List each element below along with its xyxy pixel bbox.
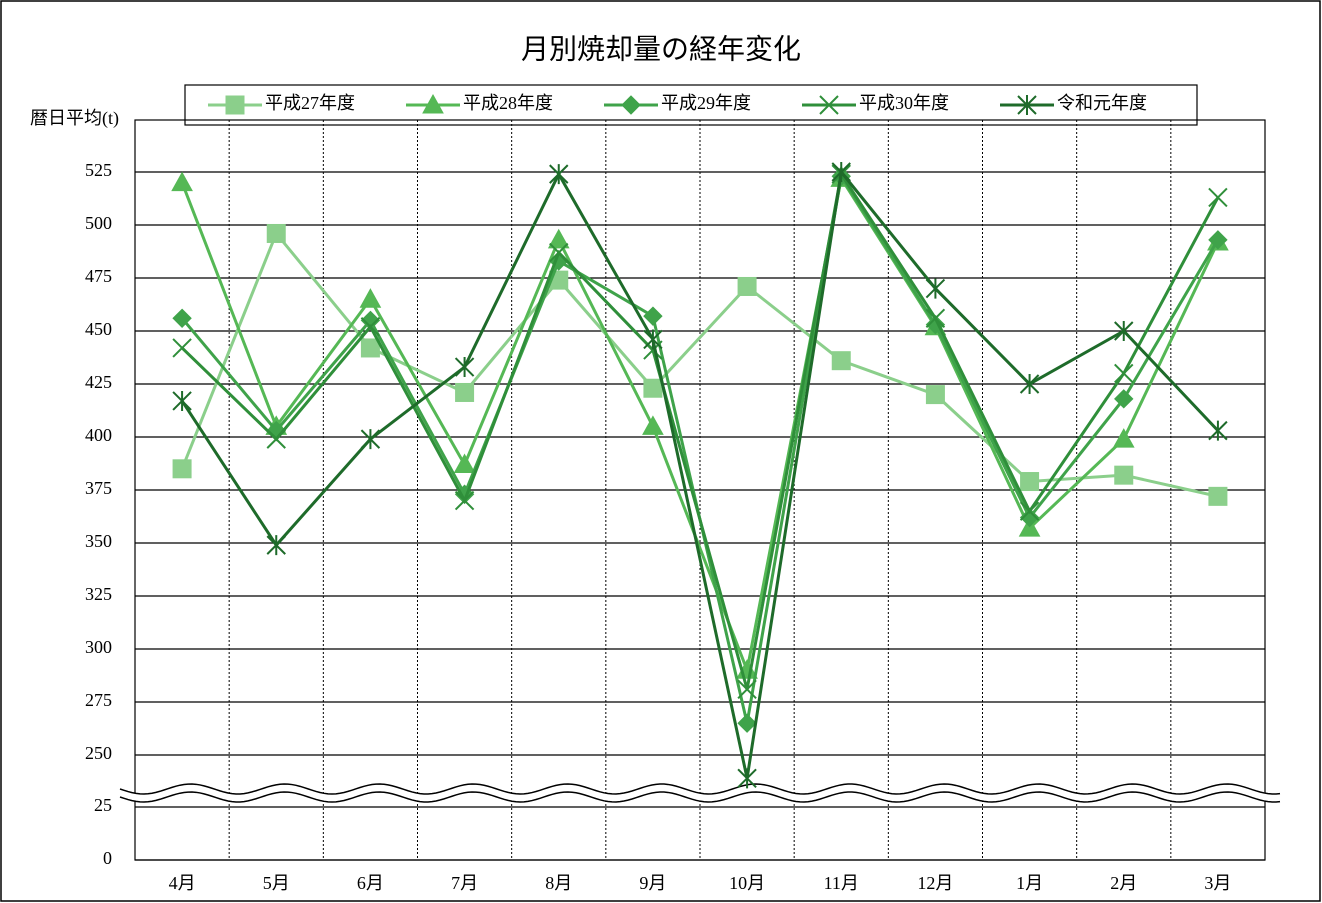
marker (1019, 501, 1040, 521)
marker (360, 338, 380, 358)
x-tick-label: 10月 (729, 873, 765, 893)
x-tick-label: 7月 (451, 873, 478, 893)
y-tick-label: 400 (85, 425, 112, 445)
chart-title: 月別焼却量の経年変化 (521, 33, 801, 65)
legend-marker (225, 95, 245, 115)
plot-border (134, 119, 1266, 861)
series-line (180, 230, 1219, 498)
marker (360, 429, 381, 450)
y-tick-label: 450 (85, 319, 112, 339)
marker (1114, 363, 1134, 384)
marker (925, 278, 946, 299)
legend-label: 平成30年度 (859, 93, 949, 113)
marker (1114, 389, 1134, 409)
legend-marker (422, 93, 444, 114)
marker (1208, 420, 1228, 441)
marker (1208, 187, 1228, 208)
marker (925, 385, 945, 405)
marker (1019, 374, 1040, 394)
marker (266, 535, 286, 556)
legend-label: 令和元年度 (1057, 93, 1147, 113)
x-tick-label: 9月 (639, 873, 666, 893)
marker (171, 171, 193, 192)
x-tick-label: 3月 (1204, 873, 1231, 893)
marker (643, 378, 663, 398)
x-tick-label: 11月 (824, 873, 859, 893)
break-band (120, 784, 1280, 802)
marker (172, 338, 192, 358)
marker (172, 459, 192, 479)
y-axis-label: 暦日平均(t) (30, 108, 119, 129)
marker (737, 679, 757, 699)
marker (1114, 321, 1134, 341)
x-tick-label: 2月 (1110, 873, 1137, 893)
series-line (180, 174, 1220, 676)
x-tick-label: 8月 (545, 873, 572, 893)
marker (925, 314, 946, 335)
marker (1019, 507, 1040, 528)
marker (266, 429, 286, 449)
marker (360, 317, 381, 337)
marker (643, 329, 663, 350)
y-tick-label: 275 (85, 690, 112, 710)
legend-label: 平成28年度 (463, 93, 553, 113)
y-tick-label: 350 (85, 531, 112, 551)
x-tick-label: 4月 (169, 873, 196, 893)
marker (737, 713, 757, 733)
y-tick-label: 525 (85, 160, 112, 180)
legend-marker (1017, 95, 1037, 115)
y-tick-label: 0 (103, 848, 112, 868)
break-line (119, 783, 1281, 795)
marker (454, 357, 475, 378)
marker (831, 351, 851, 371)
y-tick-label: 325 (85, 584, 112, 604)
marker (455, 382, 475, 402)
x-tick-label: 5月 (263, 873, 290, 893)
y-tick-label: 475 (85, 266, 112, 286)
marker (453, 453, 476, 474)
marker (454, 490, 475, 511)
break-line (119, 791, 1281, 803)
series-line (180, 168, 1220, 779)
marker (172, 390, 192, 411)
marker (737, 768, 757, 789)
marker (737, 276, 757, 296)
marker (1208, 230, 1228, 250)
marker (1208, 486, 1228, 506)
legend-marker (819, 95, 839, 115)
series-line (181, 170, 1220, 690)
marker (1020, 472, 1040, 492)
marker (1114, 465, 1134, 485)
legend-label: 平成27年度 (265, 93, 355, 113)
marker (359, 288, 382, 308)
marker (925, 308, 946, 328)
marker (549, 242, 569, 263)
y-tick-label: 425 (85, 372, 112, 392)
y-tick-label: 375 (85, 478, 112, 498)
legend-marker (621, 95, 641, 115)
marker (1112, 428, 1135, 448)
marker (831, 162, 851, 182)
marker (266, 223, 286, 243)
x-tick-label: 12月 (917, 873, 953, 893)
x-tick-label: 6月 (357, 873, 384, 893)
marker (643, 306, 663, 326)
marker (547, 228, 570, 249)
x-tick-label: 1月 (1016, 873, 1043, 893)
y-tick-label: 250 (85, 743, 112, 763)
marker (172, 308, 192, 328)
y-tick-label: 25 (94, 795, 112, 815)
y-tick-label: 300 (85, 637, 112, 657)
marker (642, 415, 664, 435)
marker (549, 164, 569, 185)
legend-label: 平成29年度 (661, 93, 751, 113)
y-tick-label: 500 (85, 213, 112, 233)
